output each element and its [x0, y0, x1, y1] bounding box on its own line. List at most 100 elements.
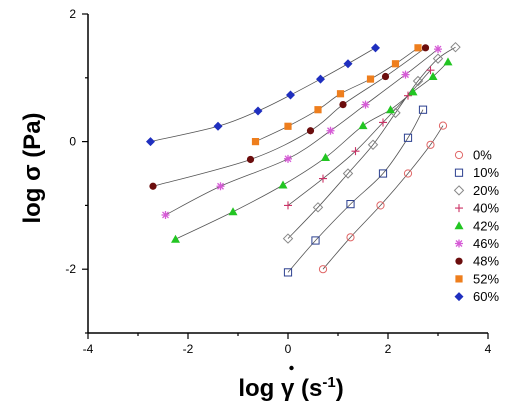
- data-point-42pct: [443, 57, 453, 66]
- x-axis-title-unit: (s: [294, 375, 322, 402]
- legend-label-42pct: 42%: [473, 218, 499, 233]
- data-point-0pct: [403, 169, 413, 178]
- legend-label-10pct: 10%: [473, 165, 499, 180]
- x-axis-title-main: log: [238, 375, 281, 402]
- data-point-10pct: [403, 133, 413, 142]
- legend-marker-10pct: [454, 168, 464, 177]
- legend-marker-42pct: [454, 221, 464, 230]
- y-tick-label: 0: [69, 135, 76, 149]
- x-axis-title-dot: [289, 365, 294, 371]
- data-points: [146, 41, 461, 277]
- y-ticks: -2 0 2: [65, 7, 88, 334]
- x-tick-label: 0: [285, 342, 292, 356]
- legend-label-0pct: 0%: [473, 148, 492, 163]
- x-tick-label: 2: [385, 342, 392, 356]
- data-point-42pct: [358, 121, 368, 130]
- legend-marker-40pct: [455, 204, 463, 213]
- legend-marker-60pct: [454, 292, 464, 302]
- data-point-42pct: [171, 234, 180, 243]
- data-point-40pct: [426, 66, 435, 75]
- legend-marker-46pct: [455, 239, 463, 248]
- data-point-40pct: [319, 174, 327, 183]
- legend-label-40pct: 40%: [473, 201, 499, 216]
- data-point-46pct: [434, 45, 442, 54]
- data-point-48pct: [149, 182, 157, 190]
- data-point-40pct: [404, 91, 412, 100]
- data-point-20pct: [412, 75, 424, 87]
- data-point-52pct: [391, 60, 400, 68]
- data-point-0pct: [426, 140, 435, 149]
- data-point-10pct: [346, 200, 355, 209]
- data-point-20pct: [450, 41, 461, 53]
- y-tick-label: 2: [69, 7, 76, 21]
- legend-marker-52pct: [455, 275, 463, 283]
- x-axis-title: log γ (s-1): [238, 374, 343, 402]
- data-point-20pct: [432, 53, 444, 64]
- fit-curve-10pct: [287, 109, 424, 273]
- x-tick-label: -4: [83, 342, 94, 356]
- data-point-52pct: [366, 75, 375, 83]
- legend-marker-48pct: [455, 257, 463, 265]
- data-point-46pct: [326, 126, 335, 135]
- fit-curve-48pct: [152, 47, 426, 187]
- data-point-46pct: [161, 210, 170, 219]
- data-point-0pct: [376, 201, 385, 210]
- data-point-40pct: [351, 147, 360, 156]
- data-point-60pct: [213, 121, 223, 131]
- fit-curve-42pct: [175, 61, 449, 240]
- data-point-20pct: [312, 202, 324, 213]
- fit-curve-20pct: [287, 46, 456, 239]
- fit-curve-40pct: [287, 69, 431, 206]
- legend-marker-20pct: [453, 185, 465, 196]
- data-point-46pct: [284, 154, 292, 163]
- x-tick-label: -2: [183, 342, 194, 356]
- data-point-52pct: [314, 106, 322, 114]
- data-point-46pct: [401, 70, 410, 79]
- legend-label-52pct: 52%: [473, 271, 499, 286]
- data-point-48pct: [421, 44, 430, 52]
- data-point-46pct: [216, 182, 225, 191]
- data-point-42pct: [278, 180, 288, 189]
- data-point-10pct: [283, 268, 293, 277]
- data-point-52pct: [284, 122, 292, 130]
- data-point-20pct: [282, 233, 294, 244]
- data-point-60pct: [286, 90, 295, 100]
- legend-label-60pct: 60%: [473, 289, 499, 304]
- x-axis-title-gamma: γ: [281, 375, 295, 402]
- plot-area: [87, 14, 488, 334]
- data-point-40pct: [284, 201, 292, 210]
- data-point-48pct: [339, 100, 347, 109]
- x-axis-title-exponent: -1: [322, 374, 335, 391]
- data-point-40pct: [379, 118, 387, 127]
- data-point-46pct: [361, 100, 370, 109]
- data-point-42pct: [321, 153, 330, 162]
- fit-curve-46pct: [165, 48, 439, 216]
- legend: 0% 10% 20% 40% 42% 46% 48% 52% 60%: [453, 148, 499, 304]
- data-point-10pct: [311, 236, 320, 245]
- x-tick-label: 4: [485, 342, 492, 356]
- fit-curve-0pct: [322, 125, 444, 270]
- legend-label-20pct: 20%: [473, 183, 499, 198]
- data-point-52pct: [414, 44, 422, 52]
- data-point-20pct: [342, 168, 354, 179]
- data-point-48pct: [246, 155, 255, 164]
- data-point-0pct: [346, 233, 355, 242]
- data-point-42pct: [408, 87, 418, 96]
- y-tick-label: -2: [65, 262, 76, 276]
- data-point-42pct: [428, 72, 438, 81]
- legend-marker-0pct: [454, 150, 464, 160]
- x-axis-title-close: ): [336, 375, 344, 402]
- data-point-0pct: [318, 265, 328, 274]
- data-point-10pct: [378, 169, 388, 178]
- data-point-20pct: [367, 139, 379, 150]
- data-point-42pct: [386, 105, 395, 114]
- data-point-52pct: [251, 138, 260, 146]
- data-point-48pct: [381, 72, 390, 81]
- data-point-0pct: [438, 121, 448, 130]
- data-point-60pct: [343, 59, 353, 69]
- y-axis-title: log σ (Pa): [19, 112, 46, 223]
- data-point-60pct: [371, 43, 380, 53]
- legend-label-48pct: 48%: [473, 254, 499, 269]
- data-point-60pct: [253, 106, 263, 116]
